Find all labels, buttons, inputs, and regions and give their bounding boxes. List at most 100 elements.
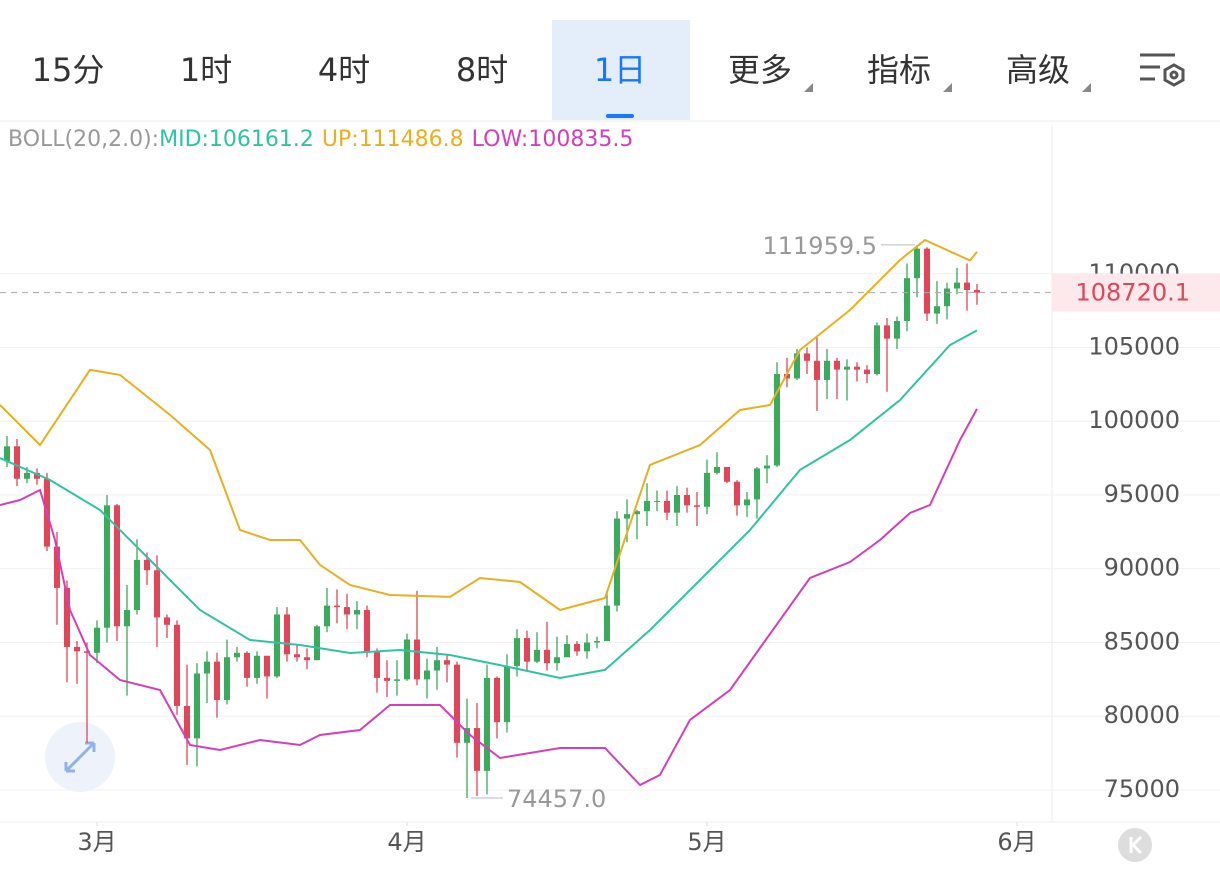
tab[interactable]: 指标 — [867, 51, 931, 89]
candle-body — [4, 446, 10, 462]
candle-body — [514, 638, 520, 667]
candle-body — [974, 289, 980, 293]
menu-caret — [943, 83, 952, 92]
candle-body — [124, 610, 130, 627]
candle-body — [74, 646, 80, 652]
y-tick-label: 75000 — [1104, 775, 1180, 803]
candle-body — [634, 511, 640, 515]
tab[interactable]: 15分 — [32, 51, 105, 89]
candle-body — [14, 446, 20, 479]
y-tick-label: 90000 — [1104, 554, 1180, 582]
candle-body — [174, 624, 180, 706]
candle-body — [594, 641, 600, 643]
indicator-values: MID:106161.2 UP:111486.8 LOW:100835.5 — [159, 127, 633, 152]
candle-body — [444, 660, 450, 665]
candle-body — [104, 505, 110, 628]
candle-body — [204, 661, 210, 674]
x-tick-label: 5月 — [687, 828, 726, 856]
scroll-glyph — [1129, 835, 1143, 855]
candle-body — [84, 651, 90, 653]
candle-body — [854, 366, 860, 370]
indicator-value: 111486.8 — [359, 127, 464, 152]
tab[interactable]: 1日 — [594, 51, 646, 89]
x-tick-label: 6月 — [997, 828, 1036, 856]
candle-body — [304, 657, 310, 661]
candle-body — [544, 649, 550, 664]
candle-body — [414, 639, 420, 680]
candle-body — [554, 657, 560, 664]
candle-body — [624, 514, 630, 519]
active-tab-underline — [606, 114, 634, 118]
tab[interactable]: 4时 — [318, 51, 370, 89]
candle-body — [764, 465, 770, 469]
candle-body — [564, 643, 570, 658]
candle-body — [914, 248, 920, 279]
candle-body — [294, 654, 300, 658]
candle-body — [694, 505, 700, 507]
menu-caret — [804, 83, 813, 92]
candle-body — [784, 374, 790, 379]
candle-body — [144, 559, 150, 571]
band-line — [0, 329, 978, 680]
candle-body — [534, 649, 540, 662]
candle-body — [34, 472, 40, 479]
candle-body — [154, 570, 160, 618]
candle-body — [934, 306, 940, 314]
indicator-name: BOLL(20,2.0): — [8, 127, 159, 152]
candle-body — [344, 607, 350, 615]
y-tick-label: 80000 — [1104, 701, 1180, 729]
y-tick-label: 85000 — [1104, 627, 1180, 655]
band-line — [0, 408, 978, 787]
candle-body — [234, 652, 240, 658]
candle-body — [924, 248, 930, 314]
settings-icon[interactable] — [1140, 53, 1185, 87]
candle-body — [584, 642, 590, 652]
candle-body — [274, 614, 280, 677]
candle-body — [524, 638, 530, 662]
annotation-label: 111959.5 — [762, 232, 877, 260]
candle-body — [54, 546, 60, 588]
candle-body — [864, 369, 870, 375]
candle-body — [804, 353, 810, 361]
candle-body — [134, 559, 140, 611]
candle-body — [884, 325, 890, 339]
zoom-arrows — [64, 741, 96, 773]
candle-body — [314, 626, 320, 661]
tab[interactable]: 1时 — [180, 51, 232, 89]
candle-body — [364, 610, 370, 652]
active-tab-bg — [552, 20, 690, 120]
scroll-latest-button[interactable] — [1118, 828, 1152, 862]
candle-body — [224, 657, 230, 701]
zoom-button[interactable] — [45, 722, 115, 792]
indicator-label: LOW: — [472, 127, 529, 152]
candle-body — [184, 705, 190, 739]
candle-body — [464, 728, 470, 743]
candle-body — [964, 282, 970, 290]
candle-body — [494, 677, 500, 723]
tab[interactable]: 8时 — [456, 51, 508, 89]
candle-body — [894, 320, 900, 339]
candle-body — [164, 617, 170, 625]
candle-body — [664, 500, 670, 513]
tab[interactable]: 高级 — [1006, 51, 1070, 89]
band-line — [0, 238, 978, 612]
indicator-label: MID: — [159, 127, 209, 152]
tab[interactable]: 更多 — [728, 51, 792, 89]
x-tick-label: 4月 — [387, 828, 426, 856]
candle-body — [874, 325, 880, 375]
candle-body — [844, 366, 850, 370]
candle-body — [324, 605, 330, 627]
candle-body — [654, 500, 660, 502]
candle-body — [254, 655, 260, 678]
candle-body — [644, 500, 650, 512]
candle-body — [674, 494, 680, 513]
candle-body — [904, 278, 910, 321]
candle-body — [484, 677, 490, 771]
indicator-label: UP: — [322, 127, 359, 152]
menu-caret — [1082, 83, 1091, 92]
candle-body — [734, 481, 740, 506]
candle-body — [474, 728, 480, 771]
icon-hex — [1163, 63, 1185, 87]
